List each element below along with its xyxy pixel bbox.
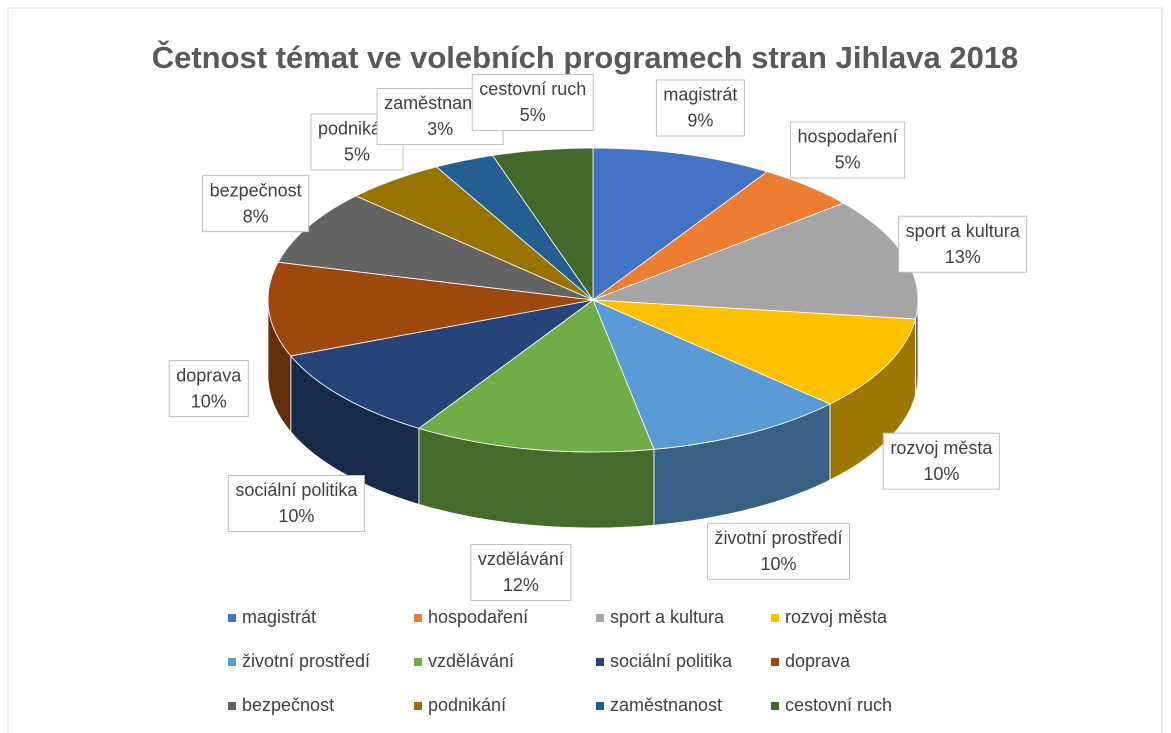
- data-label: magistrát 9%: [655, 79, 745, 137]
- slice: [267, 261, 594, 357]
- data-label-value: 12%: [503, 575, 539, 595]
- legend-label: magistrát: [242, 607, 316, 627]
- data-label-value: 8%: [243, 206, 269, 226]
- slice: [592, 299, 916, 405]
- data-label: sport a kultura 13%: [898, 215, 1028, 273]
- data-label-name: vzdělávání: [478, 549, 564, 569]
- data-label-value: 10%: [191, 391, 227, 411]
- data-label-value: 5%: [344, 145, 370, 165]
- data-label: hospodaření 5%: [790, 121, 906, 179]
- legend-label: doprava: [785, 651, 851, 671]
- data-label: vzdělávání 12%: [470, 543, 572, 601]
- data-label-value: 5%: [835, 153, 861, 173]
- data-label: bezpečnost 8%: [202, 175, 310, 233]
- data-label-value: 10%: [278, 506, 314, 526]
- legend-marker: [228, 658, 236, 666]
- data-label-box: [790, 121, 906, 179]
- data-label-value: 13%: [945, 247, 981, 267]
- legend-marker: [771, 702, 779, 710]
- legend-marker: [414, 658, 422, 666]
- data-label-box: [470, 543, 572, 601]
- data-label-name: rozvoj města: [890, 438, 993, 458]
- data-label: sociální politika 10%: [227, 474, 365, 532]
- slice: [417, 299, 655, 453]
- slice: [290, 299, 594, 429]
- data-label-name: hospodaření: [798, 127, 898, 147]
- legend-label: sport a kultura: [610, 607, 725, 627]
- chart-title: Četnost témat ve volebních programech st…: [152, 39, 1019, 75]
- data-label: životní prostředí 10%: [706, 522, 851, 580]
- data-label-box: [227, 474, 365, 532]
- data-label-value: 5%: [520, 105, 546, 125]
- data-label-value: 10%: [760, 554, 796, 574]
- legend-label: hospodaření: [428, 607, 528, 627]
- data-label-box: [655, 79, 745, 137]
- legend-marker: [596, 614, 604, 622]
- slice: [592, 299, 831, 450]
- data-label-name: zaměstnanost: [384, 93, 496, 113]
- legend-marker: [771, 614, 779, 622]
- data-label-name: sport a kultura: [906, 221, 1021, 241]
- legend-marker: [414, 614, 422, 622]
- legend-label: cestovní ruch: [785, 695, 892, 715]
- legend-label: podnikání: [428, 695, 506, 715]
- legend-marker: [771, 658, 779, 666]
- data-label-name: sociální politika: [235, 480, 358, 500]
- legend-marker: [596, 658, 604, 666]
- data-label-box: [898, 215, 1028, 273]
- data-label-name: podnikání: [318, 119, 396, 139]
- legend-label: bezpečnost: [242, 695, 334, 715]
- legend-marker: [228, 614, 236, 622]
- legend-label: sociální politika: [610, 651, 733, 671]
- data-label-box: [471, 73, 594, 131]
- data-label-value: 10%: [923, 464, 959, 484]
- data-label: doprava 10%: [168, 360, 249, 418]
- data-label-box: [168, 360, 249, 418]
- data-label-name: životní prostředí: [714, 528, 842, 548]
- legend-marker: [596, 702, 604, 710]
- data-label: podnikání 5%: [310, 113, 404, 171]
- data-label-box: [202, 175, 310, 233]
- legend-label: vzdělávání: [428, 651, 514, 671]
- slice: [592, 147, 769, 301]
- slice: [491, 147, 594, 302]
- legend-marker: [414, 702, 422, 710]
- data-label-name: magistrát: [663, 85, 737, 105]
- legend-marker: [228, 702, 236, 710]
- data-label-name: bezpečnost: [210, 180, 302, 200]
- data-label-value: 3%: [427, 119, 453, 139]
- data-label-value: 9%: [687, 111, 713, 131]
- legend-label: zaměstnanost: [610, 695, 722, 715]
- data-label-name: cestovní ruch: [479, 79, 586, 99]
- data-label-name: doprava: [176, 365, 242, 385]
- data-label: rozvoj města 10%: [882, 432, 1000, 490]
- data-label: cestovní ruch 5%: [471, 73, 594, 131]
- legend-label: životní prostředí: [242, 651, 370, 671]
- legend-label: rozvoj města: [785, 607, 888, 627]
- data-label-box: [706, 522, 851, 580]
- data-label-box: [882, 432, 1000, 490]
